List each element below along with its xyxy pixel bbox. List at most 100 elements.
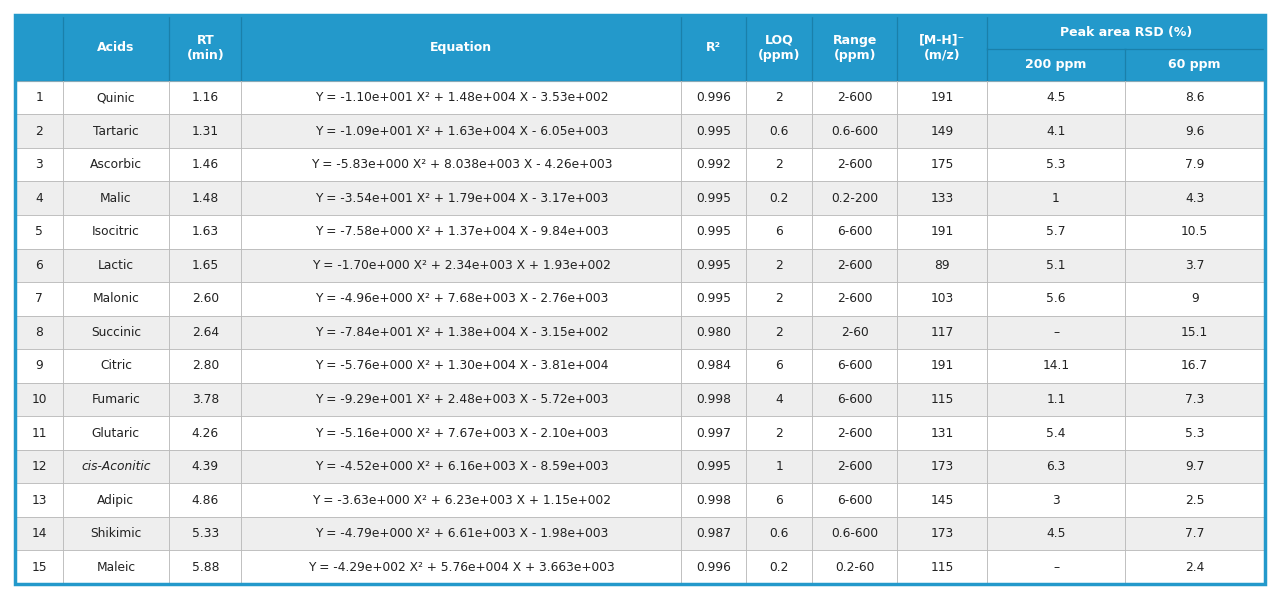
Text: 7.3: 7.3 xyxy=(1185,393,1204,406)
Bar xyxy=(746,15,813,81)
Text: Y = -1.09e+001 X² + 1.63e+004 X - 6.05e+003: Y = -1.09e+001 X² + 1.63e+004 X - 6.05e+… xyxy=(315,125,608,138)
Bar xyxy=(987,483,1125,517)
Bar xyxy=(987,416,1125,450)
Bar xyxy=(1125,215,1265,249)
Bar xyxy=(746,550,813,584)
Text: 13: 13 xyxy=(31,494,47,507)
Text: 131: 131 xyxy=(931,426,954,440)
Text: 5.7: 5.7 xyxy=(1046,225,1066,238)
Bar xyxy=(813,450,897,483)
Bar xyxy=(242,349,681,383)
Bar xyxy=(681,114,746,148)
Text: 0.984: 0.984 xyxy=(696,359,731,373)
Text: 0.2-60: 0.2-60 xyxy=(835,561,874,574)
Bar xyxy=(242,114,681,148)
Text: 0.6: 0.6 xyxy=(769,527,788,540)
Bar xyxy=(242,15,681,81)
Text: Lactic: Lactic xyxy=(97,259,134,272)
Text: 2.80: 2.80 xyxy=(192,359,219,373)
Bar xyxy=(169,517,242,550)
Bar xyxy=(746,215,813,249)
Bar xyxy=(987,114,1125,148)
Bar xyxy=(242,450,681,483)
Text: 115: 115 xyxy=(931,393,954,406)
Bar xyxy=(746,383,813,416)
Bar xyxy=(681,249,746,282)
Bar xyxy=(987,81,1125,114)
Text: 12: 12 xyxy=(31,460,47,473)
Text: 2: 2 xyxy=(776,292,783,305)
Text: 2-600: 2-600 xyxy=(837,292,873,305)
Text: 8.6: 8.6 xyxy=(1185,91,1204,104)
Bar xyxy=(1125,282,1265,316)
Bar xyxy=(1125,49,1265,81)
Bar xyxy=(746,517,813,550)
Text: 2-60: 2-60 xyxy=(841,326,869,339)
Text: 2.5: 2.5 xyxy=(1185,494,1204,507)
Text: 14: 14 xyxy=(31,527,47,540)
Text: 3: 3 xyxy=(1052,494,1060,507)
Text: 5.3: 5.3 xyxy=(1185,426,1204,440)
Bar xyxy=(169,383,242,416)
Text: 0.992: 0.992 xyxy=(696,158,731,171)
Bar xyxy=(1125,349,1265,383)
Text: [M-H]⁻
(m/z): [M-H]⁻ (m/z) xyxy=(919,34,965,62)
Text: 115: 115 xyxy=(931,561,954,574)
Bar xyxy=(63,517,169,550)
Text: 9.7: 9.7 xyxy=(1185,460,1204,473)
Bar xyxy=(746,181,813,215)
Text: 11: 11 xyxy=(31,426,47,440)
Bar xyxy=(897,81,987,114)
Text: 1.46: 1.46 xyxy=(192,158,219,171)
Bar xyxy=(681,81,746,114)
Text: 2.60: 2.60 xyxy=(192,292,219,305)
Text: 10.5: 10.5 xyxy=(1181,225,1208,238)
Bar xyxy=(746,282,813,316)
Bar xyxy=(63,215,169,249)
Bar xyxy=(987,282,1125,316)
Text: 4.39: 4.39 xyxy=(192,460,219,473)
Text: 133: 133 xyxy=(931,192,954,205)
Text: 15.1: 15.1 xyxy=(1181,326,1208,339)
Bar xyxy=(897,215,987,249)
Text: 5.1: 5.1 xyxy=(1046,259,1066,272)
Text: 3.78: 3.78 xyxy=(192,393,219,406)
Text: Isocitric: Isocitric xyxy=(92,225,140,238)
Bar xyxy=(169,316,242,349)
Text: Peak area RSD (%): Peak area RSD (%) xyxy=(1060,26,1192,38)
Text: 0.996: 0.996 xyxy=(696,91,731,104)
Text: 1.65: 1.65 xyxy=(192,259,219,272)
Bar xyxy=(242,249,681,282)
Bar xyxy=(169,148,242,181)
Bar xyxy=(813,249,897,282)
Text: Y = -3.54e+001 X² + 1.79e+004 X - 3.17e+003: Y = -3.54e+001 X² + 1.79e+004 X - 3.17e+… xyxy=(315,192,608,205)
Bar xyxy=(242,215,681,249)
Text: 6-600: 6-600 xyxy=(837,494,873,507)
Bar xyxy=(681,282,746,316)
Text: 2.4: 2.4 xyxy=(1185,561,1204,574)
Bar xyxy=(1125,181,1265,215)
Text: 0.6-600: 0.6-600 xyxy=(831,125,878,138)
Text: 2-600: 2-600 xyxy=(837,460,873,473)
Bar xyxy=(897,114,987,148)
Text: –: – xyxy=(1053,326,1059,339)
Text: Y = -4.29e+002 X² + 5.76e+004 X + 3.663e+003: Y = -4.29e+002 X² + 5.76e+004 X + 3.663e… xyxy=(308,561,614,574)
Bar xyxy=(169,15,242,81)
Text: 6: 6 xyxy=(36,259,44,272)
Bar xyxy=(242,81,681,114)
Text: 3.7: 3.7 xyxy=(1185,259,1204,272)
Text: Glutaric: Glutaric xyxy=(92,426,140,440)
Text: 6: 6 xyxy=(776,494,783,507)
Text: R²: R² xyxy=(707,41,721,55)
Text: Y = -4.52e+000 X² + 6.16e+003 X - 8.59e+003: Y = -4.52e+000 X² + 6.16e+003 X - 8.59e+… xyxy=(315,460,608,473)
Text: 0.995: 0.995 xyxy=(696,125,731,138)
Bar xyxy=(15,316,63,349)
Text: 6-600: 6-600 xyxy=(837,225,873,238)
Text: 6-600: 6-600 xyxy=(837,393,873,406)
Bar xyxy=(63,316,169,349)
Bar xyxy=(681,450,746,483)
Bar xyxy=(681,215,746,249)
Bar xyxy=(897,282,987,316)
Text: 2: 2 xyxy=(776,326,783,339)
Bar xyxy=(813,215,897,249)
